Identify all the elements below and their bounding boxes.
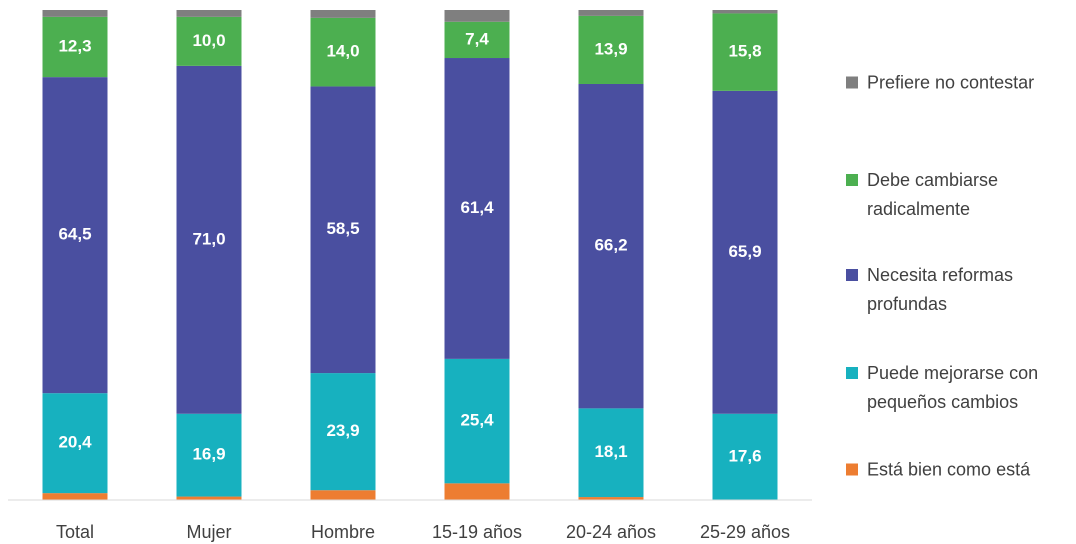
x-tick-label: Total <box>56 522 94 542</box>
legend-label: Debe cambiarse radicalmente <box>867 170 999 219</box>
legend-item: Necesita reformas profundas <box>846 261 1061 319</box>
legend-swatch <box>846 174 858 186</box>
legend-swatch <box>846 367 858 379</box>
bar-segment <box>310 17 376 87</box>
bar-segment <box>42 493 108 500</box>
data-label: 14,0 <box>326 42 359 61</box>
bar-segment <box>42 77 108 394</box>
bar-segment <box>578 408 644 498</box>
bar-segment <box>310 86 376 374</box>
data-label: 23,9 <box>326 421 359 440</box>
bar-segment <box>176 65 242 414</box>
bar-segment <box>578 83 644 409</box>
bar-segment <box>310 10 376 18</box>
bar-segment <box>444 21 510 59</box>
legend-item: Está bien como está <box>846 456 1061 485</box>
legend-swatch <box>846 269 858 281</box>
x-tick-label: 15-19 años <box>432 522 522 542</box>
legend-item: Prefiere no contestar <box>846 69 1061 98</box>
bar-segment <box>310 373 376 491</box>
data-label: 25,4 <box>460 411 494 430</box>
data-label: 16,9 <box>192 445 225 464</box>
x-tick-label: 25-29 años <box>700 522 790 542</box>
legend-label: Está bien como está <box>867 459 1031 480</box>
bar-segment <box>444 358 510 484</box>
data-label: 71,0 <box>192 229 225 248</box>
data-label: 17,6 <box>728 446 761 465</box>
x-tick-label: 20-24 años <box>566 522 656 542</box>
data-label: 65,9 <box>728 242 761 261</box>
bar-segment <box>444 58 510 359</box>
legend-swatch <box>846 463 858 476</box>
x-tick-label: Mujer <box>186 522 231 542</box>
legend-label: Prefiere no contestar <box>867 72 1035 93</box>
bar-segment <box>712 13 778 91</box>
data-label: 7,4 <box>465 29 489 48</box>
data-label: 13,9 <box>594 39 627 58</box>
data-label: 66,2 <box>594 236 627 255</box>
data-label: 15,8 <box>728 42 761 61</box>
bar-segment <box>712 413 778 500</box>
bar-segment <box>42 393 108 494</box>
data-label: 64,5 <box>58 225 91 244</box>
bar-segment <box>578 497 644 500</box>
legend-label: Puede mejorarse con pequeños cambios <box>867 363 1039 412</box>
legend-label: Necesita reformas profundas <box>867 265 1014 314</box>
legend-item: Debe cambiarse radicalmente <box>846 166 1061 224</box>
x-tick-label: Hombre <box>311 522 375 542</box>
legend-item: Puede mejorarse con pequeños cambios <box>846 359 1061 417</box>
data-label: 20,4 <box>58 433 92 452</box>
bar-segment <box>578 15 644 84</box>
bar-segment <box>176 496 242 500</box>
data-label: 12,3 <box>58 36 91 55</box>
data-label: 58,5 <box>326 219 359 238</box>
bar-segment <box>42 10 108 17</box>
data-label: 10,0 <box>192 31 225 50</box>
bar-segment <box>444 10 510 22</box>
bar-segment <box>712 10 778 14</box>
data-label: 18,1 <box>594 442 627 461</box>
bar-segment <box>578 10 644 16</box>
bar-segment <box>42 16 108 78</box>
bar-segment <box>176 413 242 497</box>
bar-segment <box>712 90 778 414</box>
legend-swatch <box>846 76 858 89</box>
bar-segment <box>176 10 242 17</box>
data-label: 61,4 <box>460 198 494 217</box>
bar-segment <box>444 483 510 500</box>
bar-segment <box>310 490 376 500</box>
bar-segment <box>176 16 242 66</box>
